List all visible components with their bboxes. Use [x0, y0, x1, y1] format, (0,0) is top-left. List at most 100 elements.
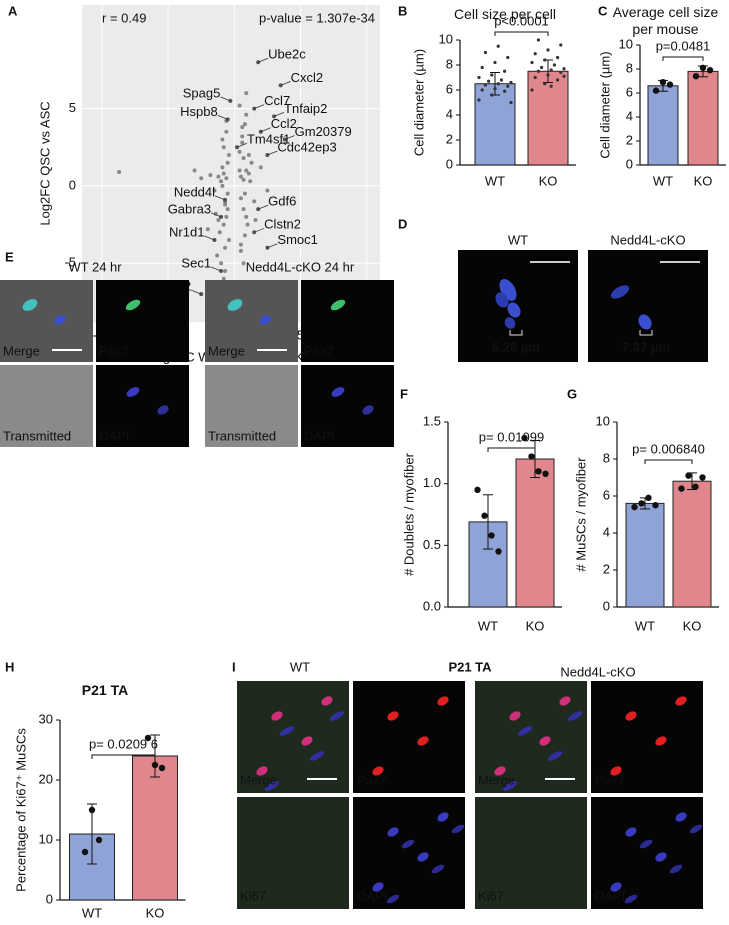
data-point: [659, 79, 667, 86]
data-point: [645, 494, 652, 502]
data-point: [546, 48, 550, 52]
gene-label: Cxcl2: [291, 70, 324, 85]
nucleus: [125, 299, 141, 311]
data-point: [699, 64, 707, 72]
panel-letter: G: [567, 386, 577, 401]
data-point: [536, 38, 541, 42]
nucleus: [610, 285, 630, 299]
point: [224, 214, 229, 219]
data-point: [483, 50, 487, 55]
point: [219, 261, 224, 266]
nucleus: [321, 696, 333, 706]
plot-background: [82, 5, 380, 322]
micrograph: [205, 280, 298, 362]
point: [238, 196, 243, 201]
nucleus: [625, 711, 637, 721]
channel-label: DAPI: [304, 428, 334, 443]
channel-label: Transmitted: [208, 428, 276, 443]
data-point: [699, 474, 706, 481]
gene-label: Tm4sf1: [247, 132, 290, 147]
data-point: [506, 55, 510, 60]
chart-title: Cell size per cell: [454, 6, 556, 22]
point: [221, 276, 226, 281]
point: [252, 199, 257, 204]
gene-label: Nedd4l: [174, 184, 215, 199]
data-point: [493, 60, 497, 65]
annotation: p-value = 1.307e-34: [259, 10, 375, 25]
nucleus: [271, 711, 283, 721]
point: [240, 134, 245, 139]
significance-bracket: [644, 459, 693, 464]
point: [241, 207, 246, 212]
point: [238, 174, 243, 179]
data-point: [474, 486, 481, 494]
y-tick-label: 0: [46, 891, 53, 906]
point: [205, 227, 210, 232]
x-tick-label: 5: [297, 327, 304, 342]
data-point: [88, 806, 96, 814]
point: [245, 222, 250, 227]
point: [246, 152, 251, 157]
leader-line: [258, 57, 269, 63]
data-point: [477, 75, 481, 80]
leader-line: [236, 142, 248, 148]
data-point: [95, 836, 103, 844]
nucleus: [507, 302, 521, 318]
nucleus: [639, 839, 653, 849]
panel-letter: D: [398, 216, 407, 231]
data-point: [540, 65, 544, 70]
micrograph: [205, 365, 298, 447]
nucleus: [504, 317, 516, 329]
point: [242, 122, 247, 127]
leader-line: [258, 204, 269, 210]
y-tick-label: 8: [603, 450, 610, 465]
bar: [527, 70, 569, 166]
micrograph: [0, 365, 93, 447]
data-point: [528, 453, 535, 460]
bar: [687, 70, 719, 166]
data-point: [495, 548, 502, 555]
bar: [515, 458, 555, 608]
point: [237, 168, 242, 173]
data-point: [158, 764, 166, 772]
point: [227, 152, 232, 157]
point: [220, 137, 225, 142]
data-point: [506, 84, 510, 88]
significance-label: p=0.0481: [656, 38, 711, 53]
nucleus: [547, 751, 563, 761]
leader-line: [210, 212, 222, 218]
y-tick-label: 20: [39, 771, 53, 786]
gene-label: Ube2c: [268, 47, 306, 62]
leader-line: [254, 227, 265, 233]
point: [223, 202, 228, 207]
y-tick-label: 0: [69, 177, 76, 192]
data-point: [487, 79, 491, 83]
data-point: [685, 472, 692, 479]
data-point: [692, 483, 699, 490]
data-point: [483, 83, 487, 87]
data-point: [533, 75, 537, 80]
data-point: [521, 434, 528, 442]
nucleus: [495, 292, 509, 308]
data-point: [562, 67, 566, 71]
micrograph: [0, 280, 93, 362]
data-point: [549, 84, 553, 88]
data-point: [493, 87, 497, 91]
point: [216, 217, 221, 222]
nucleus: [494, 766, 506, 776]
nucleus: [330, 299, 346, 311]
data-point: [559, 43, 563, 47]
nucleus: [567, 711, 583, 721]
bar: [625, 502, 665, 608]
y-axis-label: # MuSCs / myofiber: [573, 457, 588, 572]
x-tick-label: KO: [146, 905, 165, 920]
micrograph: [475, 797, 587, 909]
point: [220, 165, 225, 170]
leader-line: [217, 115, 228, 120]
significance-label: p= 0.01099: [479, 429, 544, 444]
nucleus: [509, 711, 521, 721]
y-tick-label: 6: [626, 84, 633, 99]
data-point: [533, 52, 537, 56]
